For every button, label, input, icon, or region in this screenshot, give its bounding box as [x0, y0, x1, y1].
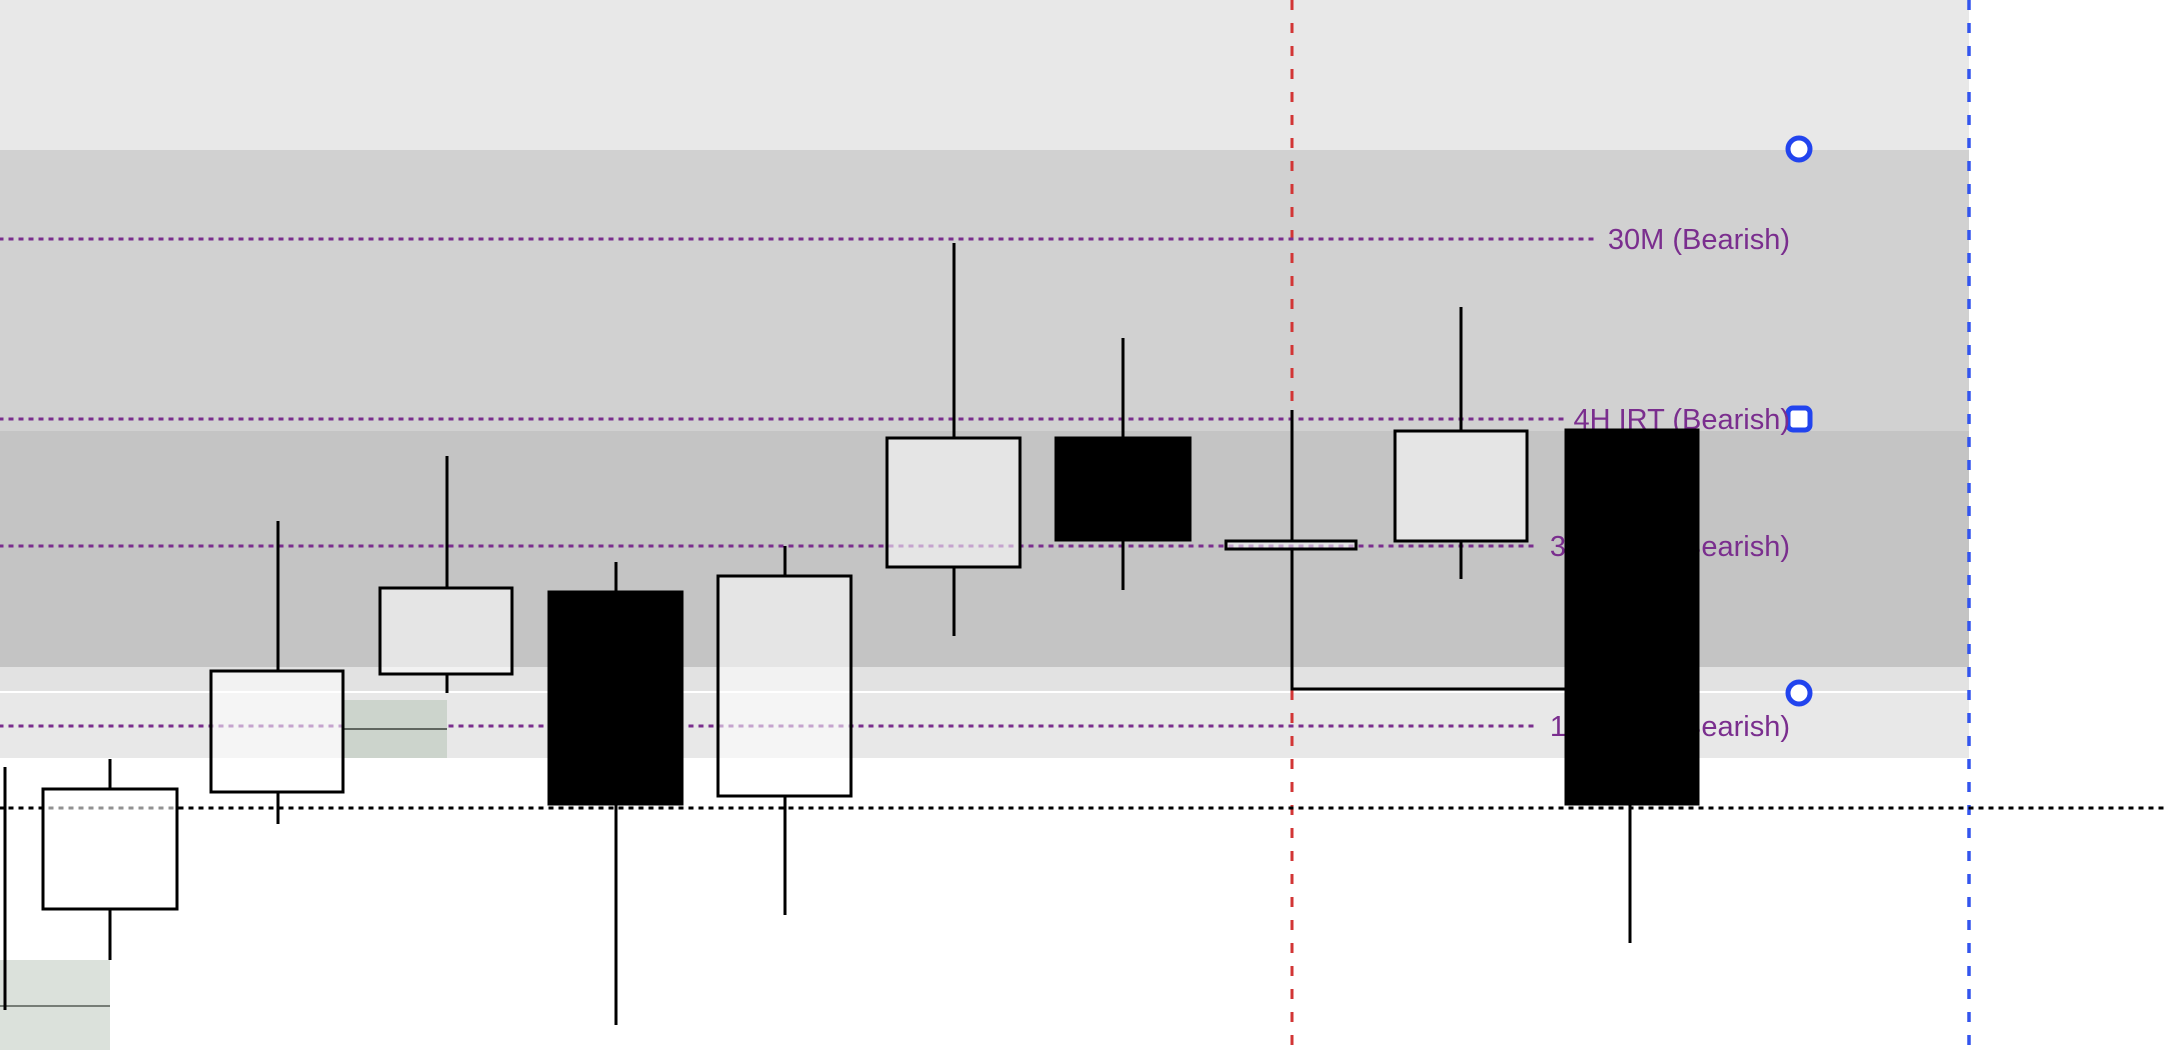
svg-text:30M (Bearish): 30M (Bearish) — [1608, 224, 1790, 256]
